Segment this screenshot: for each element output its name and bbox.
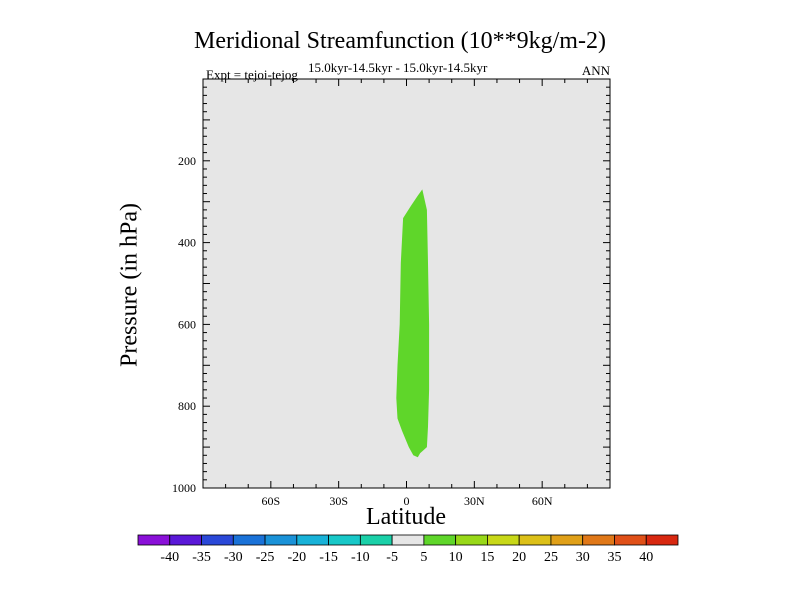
- chart-subtitle: 15.0kyr-14.5kyr - 15.0kyr-14.5kyr: [308, 60, 488, 75]
- colorbar-swatch: [423, 534, 457, 546]
- chart-title: Meridional Streamfunction (10**9kg/m-2): [194, 28, 606, 54]
- y-tick-label: 800: [178, 399, 196, 413]
- colorbar-swatch: [550, 534, 584, 546]
- colorbar-swatch: [645, 534, 679, 546]
- colorbar-label: -30: [224, 550, 243, 565]
- y-tick-label: 200: [178, 154, 196, 168]
- x-axis-label: Latitude: [366, 504, 446, 530]
- experiment-label: Expt = tejoi-tejog: [206, 67, 298, 82]
- x-tick-label: 30S: [329, 494, 348, 508]
- colorbar-swatch: [487, 534, 520, 546]
- colorbar-label: -25: [256, 550, 275, 565]
- colorbar-label: -40: [160, 550, 179, 565]
- colorbar-swatch: [391, 534, 425, 546]
- x-tick-label: 30N: [464, 494, 485, 508]
- colorbar-swatch: [359, 534, 393, 546]
- colorbar-swatch: [201, 534, 234, 546]
- colorbar-label: 5: [420, 550, 427, 565]
- colorbar-swatch: [264, 534, 298, 546]
- colorbar-label: 10: [449, 550, 463, 565]
- x-axis: 60S 30S 0 30N 60N: [225, 79, 588, 508]
- colorbar-label: -10: [351, 550, 370, 565]
- colorbar-swatch: [137, 534, 171, 546]
- colorbar-swatch: [296, 534, 329, 546]
- colorbar-swatch: [232, 534, 266, 546]
- colorbar-label: 40: [639, 550, 653, 565]
- x-tick-label: 0: [404, 494, 410, 508]
- colorbar-label: 25: [544, 550, 558, 565]
- colorbar-swatch: [328, 534, 361, 546]
- colorbar-swatch: [614, 534, 647, 546]
- colorbar-label: 20: [512, 550, 526, 565]
- y-axis: 200 400 600 800 1000: [172, 86, 610, 495]
- colorbar-swatch: [169, 534, 202, 546]
- y-tick-label: 400: [178, 236, 196, 250]
- contour-regions: [396, 189, 430, 458]
- colorbar-swatch: [455, 534, 488, 546]
- y-axis-label: Pressure (in hPa): [116, 203, 143, 367]
- colorbar-label: -20: [287, 550, 306, 565]
- colorbar-label: 35: [607, 550, 621, 565]
- colorbar-label: 30: [576, 550, 590, 565]
- colorbar-label: -15: [319, 550, 338, 565]
- y-tick-label: 1000: [172, 481, 196, 495]
- contour-fill-5-10: [396, 189, 430, 458]
- colorbar-swatch: [518, 534, 552, 546]
- colorbar-label: -35: [192, 550, 211, 565]
- colorbar: -40 -35 -30 -25 -20 -15 -10 -5 5 10 15 20 25 30 35 40: [137, 534, 679, 565]
- colorbar-label: -5: [386, 550, 398, 565]
- season-label: ANN: [581, 63, 610, 78]
- colorbar-label: 15: [480, 550, 494, 565]
- x-tick-label: 60N: [532, 494, 553, 508]
- colorbar-swatch: [582, 534, 615, 546]
- y-tick-label: 600: [178, 317, 196, 331]
- x-tick-label: 60S: [261, 494, 280, 508]
